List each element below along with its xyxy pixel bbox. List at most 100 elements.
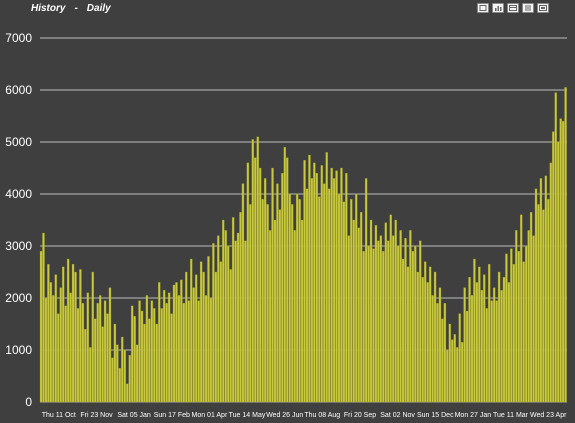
bar (148, 318, 151, 403)
x-tick-label: Thu 11 Oct (42, 412, 76, 419)
bar (212, 243, 215, 403)
bar (64, 305, 67, 403)
bar (234, 240, 237, 403)
bar (347, 235, 351, 403)
bar (246, 162, 250, 403)
bar (394, 219, 397, 403)
table-icon[interactable] (507, 3, 519, 13)
bar (219, 261, 222, 403)
bar (409, 230, 412, 403)
chart-header: History - Daily (0, 0, 575, 22)
bar (241, 183, 245, 403)
bar (510, 248, 513, 403)
bar (426, 282, 429, 403)
bar (318, 196, 321, 403)
bar (475, 282, 479, 403)
bar (49, 282, 53, 403)
bar (352, 219, 355, 403)
bar (214, 271, 218, 403)
bar (236, 232, 240, 403)
bar (121, 336, 124, 403)
zoom-icon[interactable] (477, 3, 489, 13)
bar (71, 264, 75, 403)
bar (310, 178, 314, 403)
bar (94, 318, 97, 403)
bar (172, 284, 176, 403)
bar (204, 295, 208, 403)
bar (515, 230, 518, 403)
bar (113, 323, 117, 403)
bar (79, 269, 82, 403)
bar (101, 326, 104, 403)
list-icon[interactable] (522, 3, 534, 13)
bar (305, 188, 309, 403)
bar (271, 167, 274, 403)
x-tick-label: Sat 02 Nov (380, 412, 415, 419)
bar (391, 235, 395, 403)
bar (291, 204, 294, 403)
bar (111, 357, 114, 403)
bar (564, 87, 567, 403)
bar (507, 282, 511, 403)
y-tick-label: 5000 (5, 135, 32, 149)
bar (470, 295, 474, 403)
bar (433, 271, 437, 403)
bar (185, 271, 188, 403)
bar (377, 240, 380, 403)
bar (532, 235, 535, 403)
bar (424, 261, 427, 403)
bar (448, 323, 452, 403)
bar (66, 258, 70, 403)
bar-layer (39, 87, 567, 403)
bar (128, 355, 131, 403)
bar (231, 217, 235, 403)
bar (512, 264, 516, 403)
bar (153, 308, 156, 403)
bar (229, 269, 232, 403)
bar (138, 300, 141, 403)
bar (187, 300, 190, 403)
bar (140, 310, 144, 403)
bar (84, 329, 87, 403)
y-tick-label: 3000 (5, 239, 32, 253)
bar (502, 277, 506, 403)
bar (86, 292, 90, 403)
bar (465, 310, 469, 403)
x-tick-label: Tue 11 Mar (493, 412, 529, 419)
bar (197, 300, 200, 403)
bar (517, 251, 520, 403)
bar (404, 238, 407, 403)
bar (549, 162, 552, 403)
bar (96, 303, 99, 403)
bar (323, 183, 326, 403)
bar (557, 141, 560, 403)
bar (42, 232, 45, 403)
y-tick-label: 2000 (5, 291, 32, 305)
export-icon[interactable] (537, 3, 549, 13)
bar-chart-icon[interactable] (492, 3, 504, 13)
bar (473, 258, 476, 403)
bar (419, 240, 422, 403)
bar (281, 173, 284, 403)
x-tick-label: Fri 20 Sep (344, 412, 376, 419)
bar (126, 383, 129, 403)
bar (446, 349, 449, 403)
bar (544, 175, 548, 403)
bar (539, 178, 543, 403)
bar (313, 162, 316, 403)
bar (396, 245, 400, 403)
bar (453, 334, 456, 403)
bar (350, 199, 353, 403)
bar (497, 271, 501, 403)
bar (315, 173, 319, 403)
bar (286, 157, 289, 403)
bar (123, 349, 126, 403)
x-tick-label: Mon 27 Jan (455, 412, 492, 419)
bar (308, 154, 311, 403)
bar (69, 292, 72, 403)
bar (98, 295, 102, 403)
bar (273, 219, 277, 403)
bar (118, 368, 122, 403)
bar (278, 209, 282, 403)
x-tick-label: Sun 17 Feb (154, 412, 190, 419)
